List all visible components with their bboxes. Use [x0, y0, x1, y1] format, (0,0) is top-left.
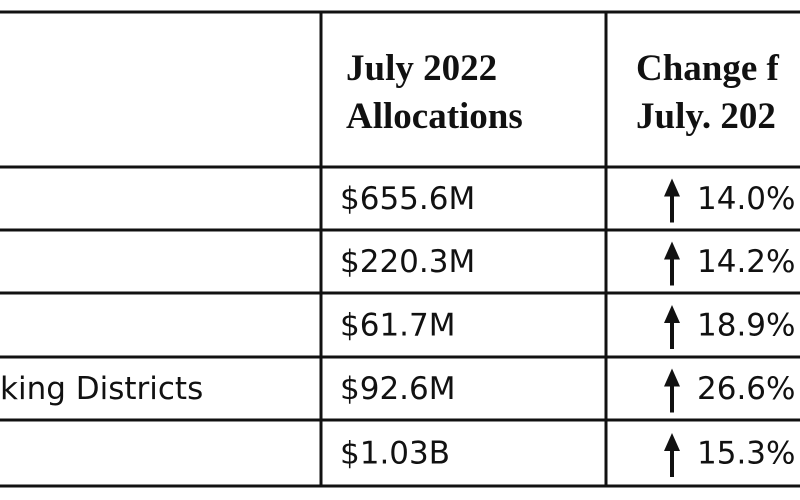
- header-text: Allocations: [346, 96, 523, 137]
- up-arrow: [664, 178, 680, 223]
- header-text: July 2022: [346, 48, 497, 89]
- up-arrow: [664, 433, 680, 477]
- change: 15.3%: [697, 436, 795, 472]
- grid: [0, 10, 800, 488]
- up-arrow: [664, 305, 680, 349]
- change: 14.0%: [697, 181, 795, 217]
- change: 26.6%: [697, 371, 795, 407]
- allocation: $92.6M: [340, 371, 456, 407]
- up-arrow: [664, 241, 680, 286]
- allocation: $655.6M: [340, 181, 475, 217]
- header-text: Change f: [636, 48, 780, 89]
- allocation: $1.03B: [340, 436, 450, 472]
- change: 18.9%: [697, 308, 795, 344]
- allocation: $61.7M: [340, 308, 456, 344]
- change: 14.2%: [697, 244, 795, 280]
- up-arrow: [664, 368, 680, 413]
- allocation: $220.3M: [340, 244, 475, 280]
- header-text: July. 202: [636, 96, 776, 137]
- row-label: king Districts: [0, 371, 203, 407]
